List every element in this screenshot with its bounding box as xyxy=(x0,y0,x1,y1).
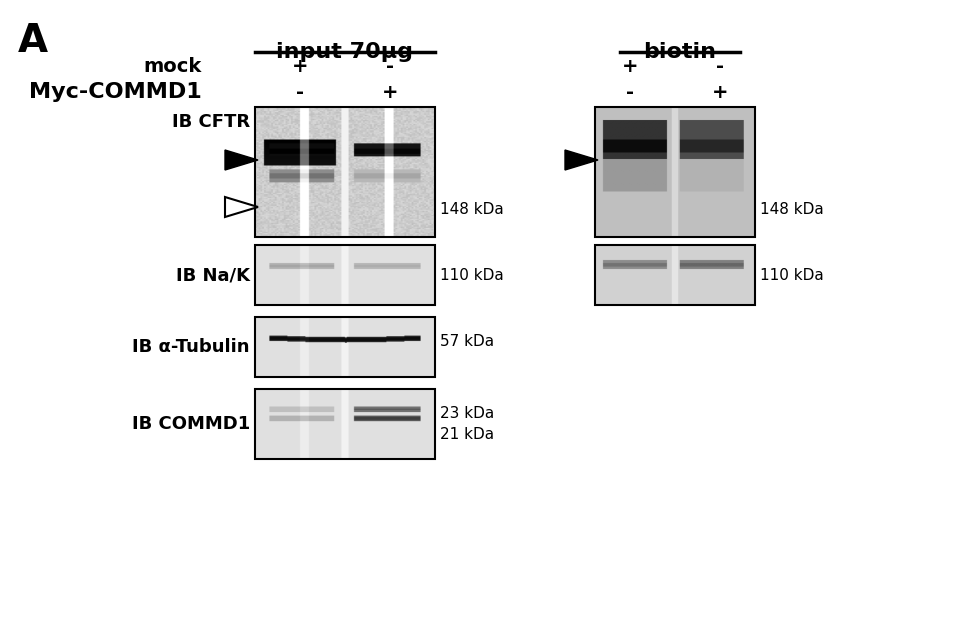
Text: 57 kDa: 57 kDa xyxy=(440,335,494,350)
Text: 21 kDa: 21 kDa xyxy=(440,427,494,442)
Bar xyxy=(595,107,755,237)
Text: IB α-Tubulin: IB α-Tubulin xyxy=(133,338,250,356)
Text: -: - xyxy=(386,57,394,75)
Text: 148 kDa: 148 kDa xyxy=(440,202,504,216)
Text: 110 kDa: 110 kDa xyxy=(760,267,824,282)
Text: +: + xyxy=(292,57,309,75)
Text: +: + xyxy=(712,83,728,101)
Text: biotin: biotin xyxy=(644,42,716,62)
Text: +: + xyxy=(621,57,638,75)
Text: -: - xyxy=(626,83,634,101)
Text: 110 kDa: 110 kDa xyxy=(440,267,504,282)
Text: +: + xyxy=(382,83,399,101)
Text: input 70μg: input 70μg xyxy=(276,42,413,62)
Text: IB COMMD1: IB COMMD1 xyxy=(132,415,250,433)
Polygon shape xyxy=(225,150,258,170)
Text: -: - xyxy=(296,83,304,101)
Polygon shape xyxy=(225,197,258,217)
Text: 148 kDa: 148 kDa xyxy=(760,202,824,216)
Text: A: A xyxy=(18,22,48,60)
Bar xyxy=(255,317,435,377)
Text: Myc-COMMD1: Myc-COMMD1 xyxy=(29,82,202,102)
Text: IB CFTR: IB CFTR xyxy=(172,113,250,131)
Text: IB Na/K: IB Na/K xyxy=(176,266,250,284)
Bar xyxy=(595,245,755,305)
Polygon shape xyxy=(565,150,598,170)
Bar xyxy=(255,389,435,459)
Text: mock: mock xyxy=(144,57,202,75)
Text: 23 kDa: 23 kDa xyxy=(440,406,494,421)
Text: -: - xyxy=(716,57,724,75)
Bar xyxy=(255,245,435,305)
Bar xyxy=(255,107,435,237)
